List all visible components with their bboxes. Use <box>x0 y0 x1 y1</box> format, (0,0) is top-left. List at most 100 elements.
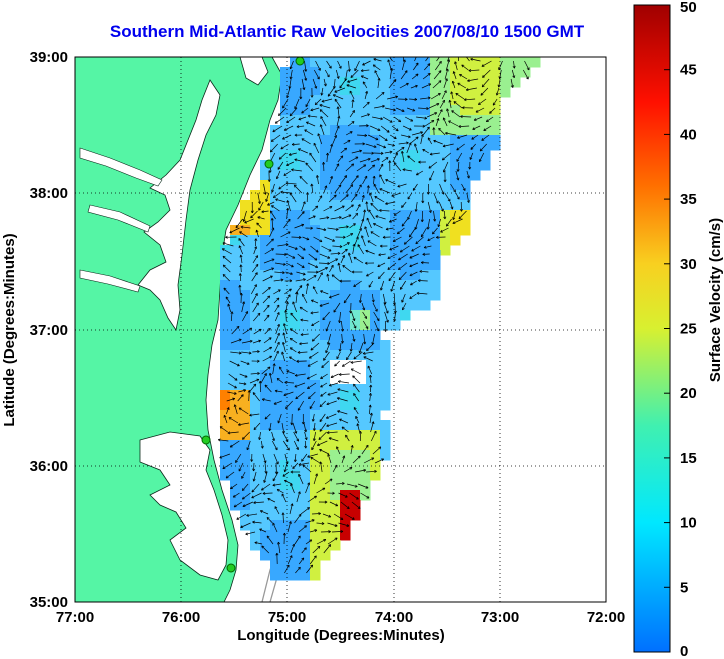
velocity-cell <box>270 430 281 441</box>
velocity-arrowhead <box>401 150 404 154</box>
velocity-arrow <box>329 265 334 273</box>
colorbar-tick-label: 30 <box>680 256 697 273</box>
velocity-arrow <box>319 109 329 118</box>
velocity-cell <box>400 87 411 98</box>
velocity-arrow <box>326 422 338 427</box>
velocity-cell <box>290 500 301 511</box>
colorbar-tick-label: 10 <box>680 515 697 532</box>
velocity-arrowhead <box>420 134 423 137</box>
velocity-arrowhead <box>364 209 367 213</box>
velocity-arrowhead <box>340 531 344 534</box>
velocity-arrow <box>426 112 438 118</box>
velocity-arrowhead <box>373 421 375 425</box>
velocity-arrowhead <box>317 545 320 548</box>
velocity-cell <box>270 420 281 431</box>
velocity-arrow <box>320 461 323 473</box>
velocity-arrowhead <box>262 493 266 495</box>
velocity-arrowhead <box>512 65 515 69</box>
velocity-cell <box>290 310 301 321</box>
velocity-arrowhead <box>274 389 278 392</box>
velocity-arrow <box>219 453 231 459</box>
velocity-arrowhead <box>247 390 250 393</box>
velocity-cell <box>240 420 251 431</box>
velocity-arrowhead <box>512 75 515 79</box>
velocity-cell <box>330 380 341 391</box>
velocity-arrowhead <box>347 242 350 245</box>
velocity-arrow <box>311 320 320 326</box>
velocity-arrowhead <box>325 83 327 87</box>
velocity-arrowhead <box>297 491 301 494</box>
velocity-arrowhead <box>393 162 397 164</box>
velocity-arrowhead <box>445 132 448 135</box>
velocity-arrowhead <box>458 125 461 127</box>
velocity-arrow <box>360 113 370 118</box>
velocity-arrowhead <box>243 219 246 222</box>
velocity-arrowhead <box>316 473 319 477</box>
velocity-arrowhead <box>414 209 417 212</box>
velocity-arrowhead <box>298 408 301 411</box>
velocity-cell <box>310 400 321 411</box>
velocity-arrow <box>275 324 280 335</box>
velocity-arrowhead <box>457 169 460 172</box>
velocity-arrow <box>401 151 405 163</box>
velocity-arrowhead <box>360 431 363 434</box>
velocity-arrowhead <box>250 215 252 218</box>
velocity-arrowhead <box>320 109 323 111</box>
velocity-cell <box>290 470 301 481</box>
velocity-arrow <box>282 342 286 353</box>
velocity-arrowhead <box>442 144 446 147</box>
velocity-arrowhead <box>480 149 483 152</box>
velocity-arrowhead <box>365 327 369 329</box>
velocity-cell <box>300 87 311 98</box>
velocity-cell <box>310 570 321 581</box>
velocity-arrowhead <box>239 339 242 342</box>
velocity-cell <box>250 460 261 471</box>
velocity-cell <box>300 160 311 171</box>
velocity-cell <box>370 235 381 246</box>
velocity-arrowhead <box>303 87 306 90</box>
velocity-arrowhead <box>409 273 412 276</box>
velocity-arrowhead <box>239 231 241 235</box>
velocity-arrow <box>420 227 427 238</box>
velocity-arrow <box>238 407 249 415</box>
velocity-arrow <box>346 351 352 360</box>
velocity-arrowhead <box>428 55 430 56</box>
velocity-cell <box>480 57 491 68</box>
velocity-arrow <box>274 262 286 265</box>
velocity-arrowhead <box>445 131 448 134</box>
velocity-arrowhead <box>323 83 327 87</box>
velocity-arrow <box>522 69 529 80</box>
velocity-arrowhead <box>401 205 403 208</box>
velocity-cell <box>270 215 281 226</box>
velocity-arrowhead <box>428 210 432 213</box>
velocity-cell <box>440 200 451 211</box>
velocity-arrowhead <box>460 115 463 117</box>
velocity-cell <box>220 400 231 411</box>
velocity-arrow <box>449 100 452 109</box>
velocity-arrow <box>238 422 250 426</box>
velocity-arrowhead <box>353 383 356 386</box>
velocity-arrowhead <box>406 142 409 145</box>
velocity-arrow <box>432 80 442 89</box>
velocity-arrowhead <box>257 371 260 374</box>
velocity-arrow <box>242 327 252 335</box>
velocity-cell <box>230 235 241 246</box>
velocity-cell <box>270 350 281 361</box>
velocity-arrowhead <box>274 120 277 124</box>
velocity-arrowhead <box>311 323 314 326</box>
velocity-cell <box>340 150 351 161</box>
velocity-arrowhead <box>448 99 450 103</box>
velocity-arrow <box>264 462 267 474</box>
velocity-arrowhead <box>287 294 291 297</box>
velocity-cell <box>240 260 251 271</box>
velocity-cell <box>360 115 371 126</box>
velocity-arrow <box>255 238 257 247</box>
velocity-cell <box>410 67 421 78</box>
velocity-arrow <box>467 78 479 82</box>
velocity-arrowhead <box>318 513 321 516</box>
velocity-cell <box>290 67 301 78</box>
velocity-arrowhead <box>366 125 369 128</box>
velocity-arrowhead <box>416 73 419 77</box>
velocity-cell <box>440 57 451 68</box>
velocity-arrowhead <box>246 448 250 451</box>
